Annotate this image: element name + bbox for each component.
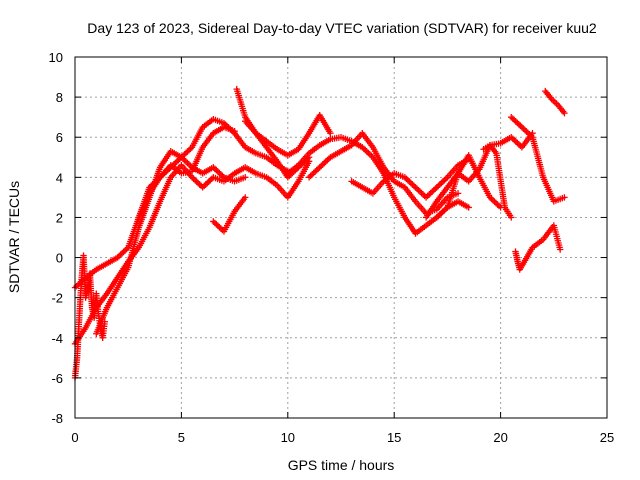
y-tick-label: -4 xyxy=(51,331,63,346)
y-tick-label: -8 xyxy=(51,411,63,426)
series-track-4 xyxy=(135,123,238,221)
data-point xyxy=(556,246,564,253)
plot-frame xyxy=(74,56,608,419)
series-track-14 xyxy=(542,87,568,117)
series-track-9 xyxy=(348,156,472,201)
data-point xyxy=(327,130,334,137)
grid xyxy=(75,57,607,418)
series-track-13 xyxy=(508,113,568,205)
y-tick-label: 8 xyxy=(56,90,63,105)
y-tick-label: 4 xyxy=(56,170,63,185)
x-tick-label: 10 xyxy=(281,430,295,445)
data-point xyxy=(465,204,472,211)
y-tick-label: 6 xyxy=(56,130,63,145)
x-tick-label: 20 xyxy=(493,430,507,445)
x-tick-label: 0 xyxy=(71,430,78,445)
data-point xyxy=(454,190,462,197)
data-point xyxy=(242,194,249,201)
data-point xyxy=(242,174,249,181)
chart-title: Day 123 of 2023, Sidereal Day-to-day VTE… xyxy=(87,20,597,36)
series-track-3 xyxy=(93,115,291,337)
y-axis-label: SDTVAR / TECUs xyxy=(6,181,22,293)
data-points xyxy=(71,85,568,382)
series-track-12 xyxy=(433,152,504,221)
axis-ticks: 0 5 10 15 20 25 -8 -6 -4 -2 0 2 4 6 8 10 xyxy=(49,50,615,445)
series-track-15 xyxy=(512,222,564,273)
x-tick-label: 15 xyxy=(387,430,401,445)
series-track-1 xyxy=(71,158,313,347)
y-tick-label: 2 xyxy=(56,210,63,225)
x-tick-label: 5 xyxy=(178,430,185,445)
series-track-6 xyxy=(242,111,334,159)
data-point xyxy=(231,128,238,135)
y-tick-label: -2 xyxy=(51,291,63,306)
data-point xyxy=(561,109,568,117)
x-tick-label: 25 xyxy=(600,430,614,445)
y-tick-label: 10 xyxy=(49,50,63,65)
y-tick-label: -6 xyxy=(51,371,63,386)
data-point xyxy=(561,194,568,201)
y-tick-label: 0 xyxy=(56,251,63,266)
data-point xyxy=(101,318,108,325)
series-track-10 xyxy=(210,194,249,235)
data-point xyxy=(508,214,515,221)
x-axis-label: GPS time / hours xyxy=(288,457,395,473)
series-track-16 xyxy=(480,142,515,221)
